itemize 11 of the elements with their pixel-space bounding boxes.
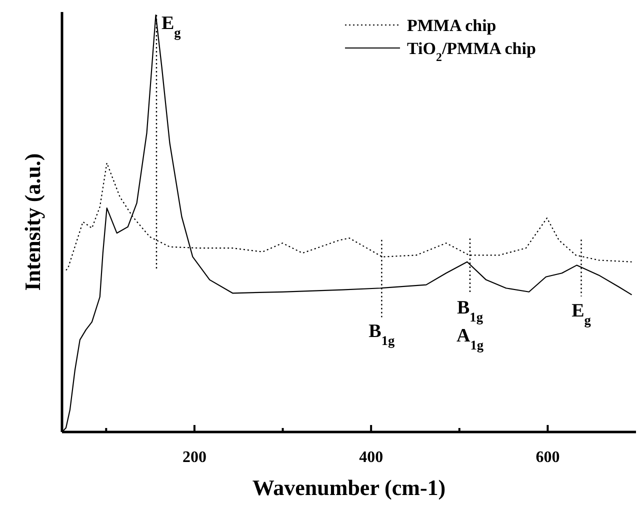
x-axis-title: Wavenumber (cm-1) — [252, 475, 446, 500]
legend-label: TiO$_{2}$/PMMA chip — [407, 39, 536, 64]
ref-line-label: B$_{1g}$ — [368, 321, 396, 348]
ref-line-label: B$_{1g}$ A$_{1g}$ — [456, 298, 484, 352]
ref-line-label: E$_{g}$ — [572, 300, 592, 327]
x-tick-label: 600 — [536, 449, 560, 466]
y-axis-title: Intensity (a.u.) — [20, 153, 45, 291]
ref-line-label: E$_{g}$ — [161, 13, 182, 40]
x-tick-label: 400 — [359, 449, 384, 466]
legend-label: PMMA chip — [407, 16, 496, 35]
x-tick-label: 200 — [182, 449, 206, 466]
